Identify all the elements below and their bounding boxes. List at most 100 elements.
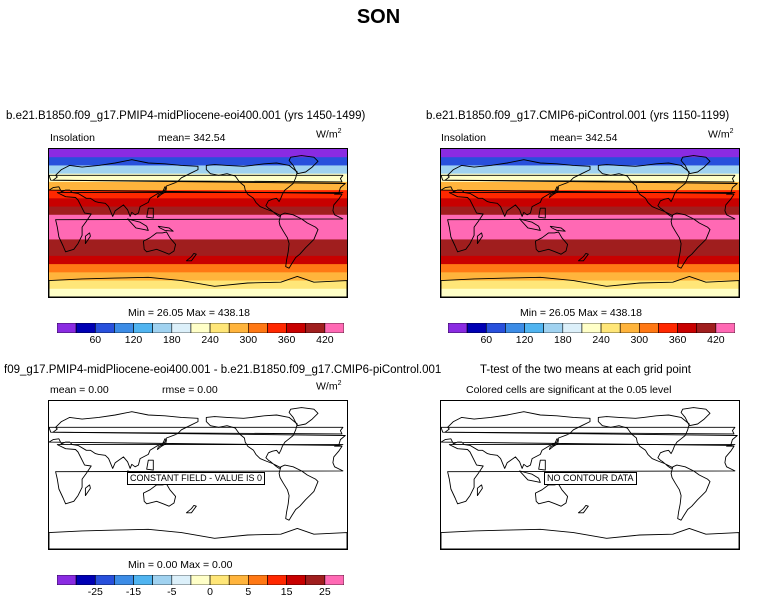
- band-lat--55: [441, 264, 739, 273]
- coastline-13: [549, 225, 566, 232]
- panel2-colorbar-ticks: 60 120 180 240 300 360 420: [448, 334, 735, 348]
- colorbar-tick-label: 360: [668, 334, 687, 346]
- coastline-4: [49, 411, 346, 469]
- panel3-colorbar: [57, 575, 344, 585]
- coastline-2: [278, 464, 319, 521]
- coastline-11: [441, 174, 736, 183]
- panel3-rmse-label: rmse = 0.00: [162, 384, 218, 396]
- band-lat--15: [49, 231, 347, 240]
- colorbar-tick-label: 240: [592, 334, 610, 346]
- panel3-map: CONSTANT FIELD - VALUE IS 0: [48, 400, 348, 550]
- colorbar-swatch-3: [114, 575, 134, 585]
- colorbar-swatch-8: [600, 323, 621, 333]
- panel3-colorbar-ticks: -25 -15 -5 0 5 15 25: [57, 586, 344, 600]
- colorbar-swatch-1: [75, 575, 96, 585]
- band-lat--75: [49, 280, 347, 290]
- band-lat--15: [441, 231, 739, 240]
- colorbar-tick-label: -25: [87, 586, 103, 598]
- coastline-7: [127, 218, 149, 231]
- colorbar-swatch-12: [286, 323, 307, 333]
- panel3-units: W/m2: [316, 380, 342, 393]
- colorbar-swatch-2: [485, 323, 506, 333]
- panel2-colorbar: [448, 323, 735, 333]
- coastline-13: [157, 225, 174, 232]
- band-lat--5: [441, 223, 739, 232]
- colorbar-swatch-13: [305, 323, 326, 333]
- panel2-mean-label: mean= 342.54: [550, 132, 618, 144]
- coastline-3: [447, 192, 736, 253]
- colorbar-swatch-5: [152, 575, 173, 585]
- colorbar-swatch-3: [505, 323, 525, 333]
- band-lat--75: [441, 280, 739, 290]
- band-lat--45: [49, 255, 347, 265]
- panel1-mean-label: mean= 342.54: [158, 132, 226, 144]
- band-lat-55: [49, 173, 347, 183]
- colorbar-tick-label: 0: [207, 586, 214, 598]
- panel2-map: [440, 148, 740, 298]
- panel3-constant-field-note: CONSTANT FIELD - VALUE IS 0: [127, 472, 266, 485]
- colorbar-swatch-1: [466, 323, 487, 333]
- band-lat-75: [49, 157, 347, 166]
- colorbar-swatch-9: [228, 323, 249, 333]
- colorbar-swatch-9: [228, 575, 249, 585]
- colorbar-swatch-6: [562, 323, 583, 333]
- panel4-map: NO CONTOUR DATA: [440, 400, 740, 550]
- panel1-colorbar: [57, 323, 344, 333]
- panel3-mean-label: mean = 0.00: [50, 384, 109, 396]
- panel2-minmax: Min = 26.05 Max = 438.18: [520, 307, 642, 319]
- coastline-4: [441, 411, 738, 469]
- coastline-2: [670, 464, 711, 521]
- colorbar-swatch-14: [324, 575, 344, 585]
- band-lat--35: [49, 247, 347, 257]
- colorbar-tick-label: 120: [515, 334, 534, 346]
- coastline-2: [670, 212, 711, 269]
- panel1-minmax: Min = 26.05 Max = 438.18: [128, 307, 250, 319]
- colorbar-swatch-4: [524, 323, 544, 333]
- band-lat-25: [441, 198, 739, 208]
- colorbar-swatch-2: [94, 323, 115, 333]
- coastline-3: [55, 444, 344, 505]
- colorbar-tick-label: 15: [280, 586, 293, 598]
- figure-title: SON: [356, 6, 401, 28]
- coastline-9: [577, 252, 589, 262]
- colorbar-tick-label: 360: [277, 334, 296, 346]
- coastline-0: [597, 414, 690, 469]
- colorbar-swatch-13: [696, 323, 717, 333]
- coastline-11: [441, 426, 736, 435]
- panel1-colorbar-svg: [57, 323, 344, 333]
- band-lat--65: [49, 272, 347, 282]
- colorbar-swatch-7: [190, 575, 211, 585]
- colorbar-swatch-4: [133, 323, 153, 333]
- coastline-11: [49, 174, 344, 183]
- band-lat--85: [49, 288, 347, 297]
- colorbar-swatch-10: [248, 323, 268, 333]
- colorbar-swatch-10: [248, 575, 268, 585]
- band-lat-85: [441, 149, 739, 158]
- colorbar-swatch-0: [57, 323, 77, 333]
- colorbar-swatch-12: [286, 575, 307, 585]
- coastline-0: [597, 162, 690, 217]
- band-lat-15: [441, 206, 739, 216]
- panel4-subtitle: Colored cells are significant at the 0.0…: [466, 384, 672, 396]
- colorbar-tick-label: 60: [480, 334, 493, 346]
- coastline-9: [577, 504, 589, 514]
- panel1-map-svg: [49, 149, 347, 297]
- coastline-1: [288, 407, 319, 427]
- coastline-8: [156, 186, 167, 198]
- coastline-11: [49, 426, 344, 435]
- coastline-5: [142, 483, 177, 507]
- coastline-12: [146, 459, 154, 471]
- colorbar-swatch-6: [171, 323, 192, 333]
- coastline-5: [534, 483, 569, 507]
- colorbar-swatch-7: [581, 323, 602, 333]
- panel1-variable-label: Insolation: [50, 132, 95, 144]
- coastline-8: [156, 438, 167, 450]
- band-lat--35: [441, 247, 739, 257]
- band-lat-25: [49, 198, 347, 208]
- colorbar-swatch-11: [267, 323, 287, 333]
- band-lat-45: [441, 181, 739, 191]
- colorbar-tick-label: 300: [630, 334, 649, 346]
- band-lat--25: [49, 239, 347, 249]
- colorbar-swatch-7: [190, 323, 211, 333]
- colorbar-tick-label: -15: [125, 586, 142, 598]
